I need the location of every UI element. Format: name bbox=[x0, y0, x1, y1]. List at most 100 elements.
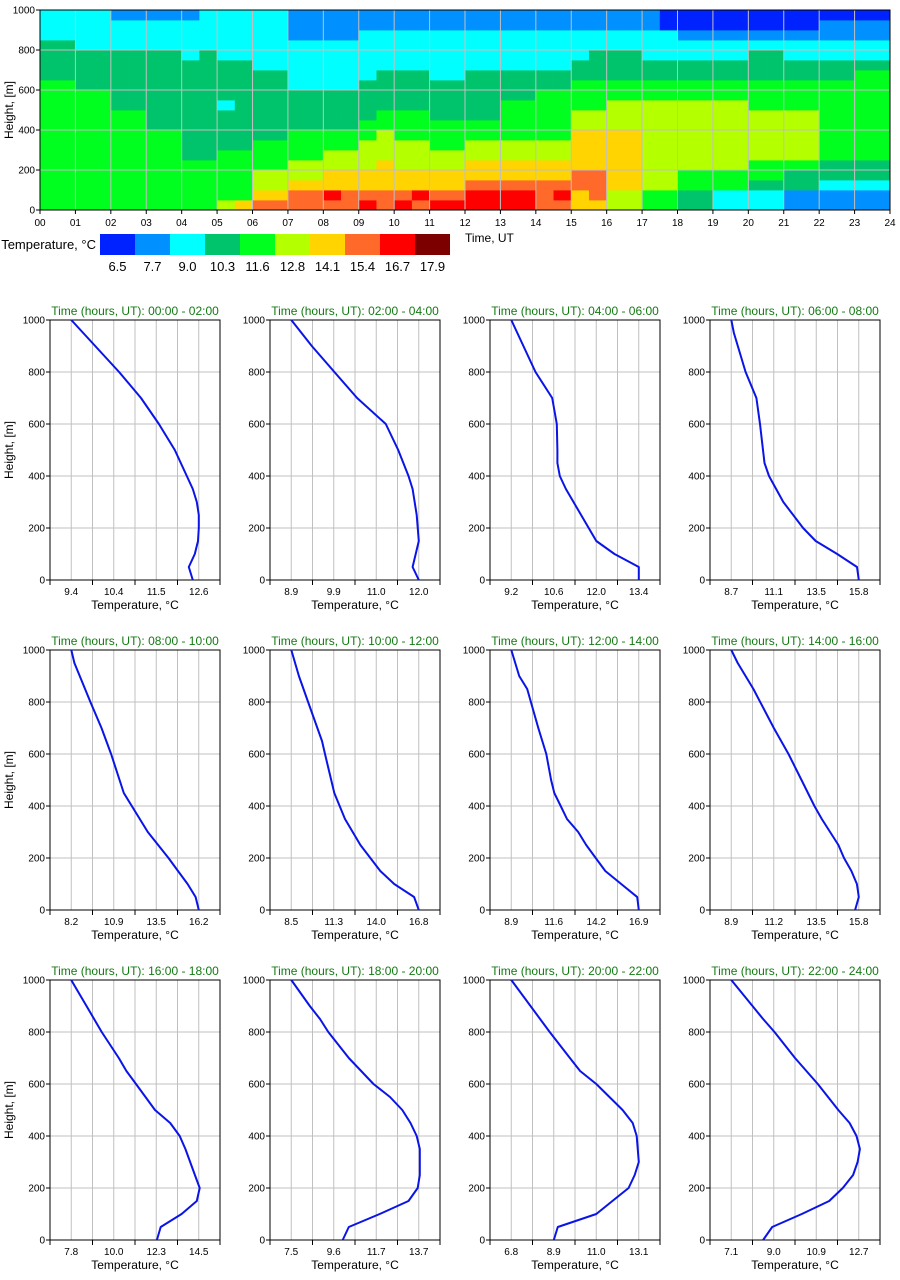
heatmap-cell bbox=[270, 190, 289, 201]
heatmap-cell bbox=[358, 40, 377, 51]
heatmap-x-tick-label: 18 bbox=[672, 218, 684, 229]
heatmap-cell bbox=[199, 80, 218, 91]
heatmap-cell bbox=[411, 140, 430, 151]
heatmap-cell bbox=[57, 140, 76, 151]
heatmap-cell bbox=[518, 20, 537, 31]
profile-x-tick-label: 12.7 bbox=[849, 1247, 869, 1258]
heatmap-cell bbox=[128, 150, 147, 161]
heatmap-cell bbox=[217, 60, 236, 71]
heatmap-cell bbox=[323, 120, 342, 131]
profile-y-tick-label: 800 bbox=[248, 1028, 265, 1039]
heatmap-cell bbox=[872, 80, 891, 91]
heatmap-cell bbox=[465, 40, 484, 51]
heatmap-cell bbox=[500, 30, 519, 41]
heatmap-cell bbox=[535, 80, 554, 91]
colorbar-label: 17.9 bbox=[420, 259, 445, 274]
heatmap-cell bbox=[854, 100, 873, 111]
heatmap-cell bbox=[588, 120, 608, 131]
heatmap-cell bbox=[748, 10, 767, 21]
profile-x-tick-label: 10.4 bbox=[104, 587, 124, 598]
heatmap-cell bbox=[482, 200, 501, 211]
profile-x-tick-label: 12.6 bbox=[189, 587, 209, 598]
heatmap-cell bbox=[411, 160, 430, 171]
heatmap-cell bbox=[376, 50, 395, 61]
heatmap-cell bbox=[748, 190, 767, 201]
heatmap-cell bbox=[234, 90, 253, 101]
heatmap-cell bbox=[588, 10, 608, 21]
heatmap-cell bbox=[252, 140, 271, 151]
heatmap-cell bbox=[801, 160, 820, 171]
heatmap-cell bbox=[358, 10, 377, 21]
heatmap-cell bbox=[854, 130, 873, 141]
heatmap-cell bbox=[199, 170, 218, 181]
heatmap-cell bbox=[819, 40, 838, 51]
profile-x-tick-label: 16.9 bbox=[629, 917, 649, 928]
heatmap-cell bbox=[588, 70, 608, 81]
heatmap-cell bbox=[836, 150, 855, 161]
heatmap-cell bbox=[748, 130, 767, 141]
heatmap-cell bbox=[659, 80, 678, 91]
heatmap-cell bbox=[305, 130, 324, 141]
heatmap-cell bbox=[394, 190, 413, 201]
heatmap-cell bbox=[252, 160, 271, 171]
heatmap-cell bbox=[394, 140, 413, 151]
heatmap-cell bbox=[535, 160, 554, 171]
heatmap-cell bbox=[659, 160, 678, 171]
profile-x-tick-label: 11.6 bbox=[544, 917, 563, 928]
heatmap-cell bbox=[110, 110, 129, 121]
heatmap-cell bbox=[146, 110, 165, 121]
heatmap-cell bbox=[553, 50, 572, 61]
heatmap-cell bbox=[642, 100, 661, 111]
heatmap-cell bbox=[783, 10, 802, 21]
heatmap-cell bbox=[146, 150, 165, 161]
heatmap-cell bbox=[819, 50, 838, 61]
heatmap-cell bbox=[606, 160, 625, 171]
heatmap-cell bbox=[146, 100, 165, 111]
profile-x-tick-label: 15.8 bbox=[849, 917, 869, 928]
heatmap-cell bbox=[429, 200, 448, 211]
heatmap-cell bbox=[482, 40, 501, 51]
heatmap-cell bbox=[93, 80, 112, 91]
heatmap-cell bbox=[854, 80, 873, 91]
heatmap-x-tick-label: 07 bbox=[282, 218, 294, 229]
profile-panel: 0 200 400 600 800 1000 6.8 8.9 11.0 13.1 Temperatu… bbox=[463, 964, 661, 1272]
heatmap-cell bbox=[766, 140, 785, 151]
heatmap-cell bbox=[163, 20, 183, 31]
heatmap-cell bbox=[341, 50, 360, 61]
heatmap-cell bbox=[411, 190, 430, 201]
heatmap-cell bbox=[199, 110, 218, 121]
heatmap-cell bbox=[659, 190, 678, 201]
heatmap-cell bbox=[872, 120, 891, 131]
heatmap-cell bbox=[447, 70, 466, 81]
heatmap-cell bbox=[677, 20, 696, 31]
heatmap-cell bbox=[783, 70, 802, 81]
heatmap-cell bbox=[712, 100, 732, 111]
profile-y-tick-label: 0 bbox=[39, 906, 45, 917]
heatmap-cell bbox=[287, 10, 307, 21]
profile-y-tick-label: 800 bbox=[28, 1028, 45, 1039]
heatmap-cell bbox=[766, 180, 785, 191]
heatmap-cell bbox=[783, 130, 802, 141]
profile-y-tick-label: 0 bbox=[699, 906, 705, 917]
heatmap-cell bbox=[801, 70, 820, 81]
heatmap-cell bbox=[854, 190, 873, 201]
heatmap-cell bbox=[783, 180, 802, 191]
heatmap-cell bbox=[854, 60, 873, 71]
heatmap-cell bbox=[305, 150, 324, 161]
heatmap-cell bbox=[819, 120, 838, 131]
heatmap-cell bbox=[642, 30, 661, 41]
profile-y-tick-label: 800 bbox=[248, 368, 265, 379]
heatmap-cell bbox=[217, 70, 236, 81]
heatmap-cell bbox=[624, 140, 643, 151]
heatmap-cell bbox=[341, 60, 360, 71]
profile-y-tick-label: 600 bbox=[688, 420, 705, 431]
heatmap-cell bbox=[624, 120, 643, 131]
heatmap-cell bbox=[323, 10, 342, 21]
heatmap-cell bbox=[128, 100, 147, 111]
heatmap-cell bbox=[624, 160, 643, 171]
heatmap-cell bbox=[234, 60, 253, 71]
heatmap-cell bbox=[93, 50, 112, 61]
heatmap-cell bbox=[181, 70, 200, 81]
heatmap-cell bbox=[465, 80, 484, 91]
heatmap-cell bbox=[341, 170, 360, 181]
